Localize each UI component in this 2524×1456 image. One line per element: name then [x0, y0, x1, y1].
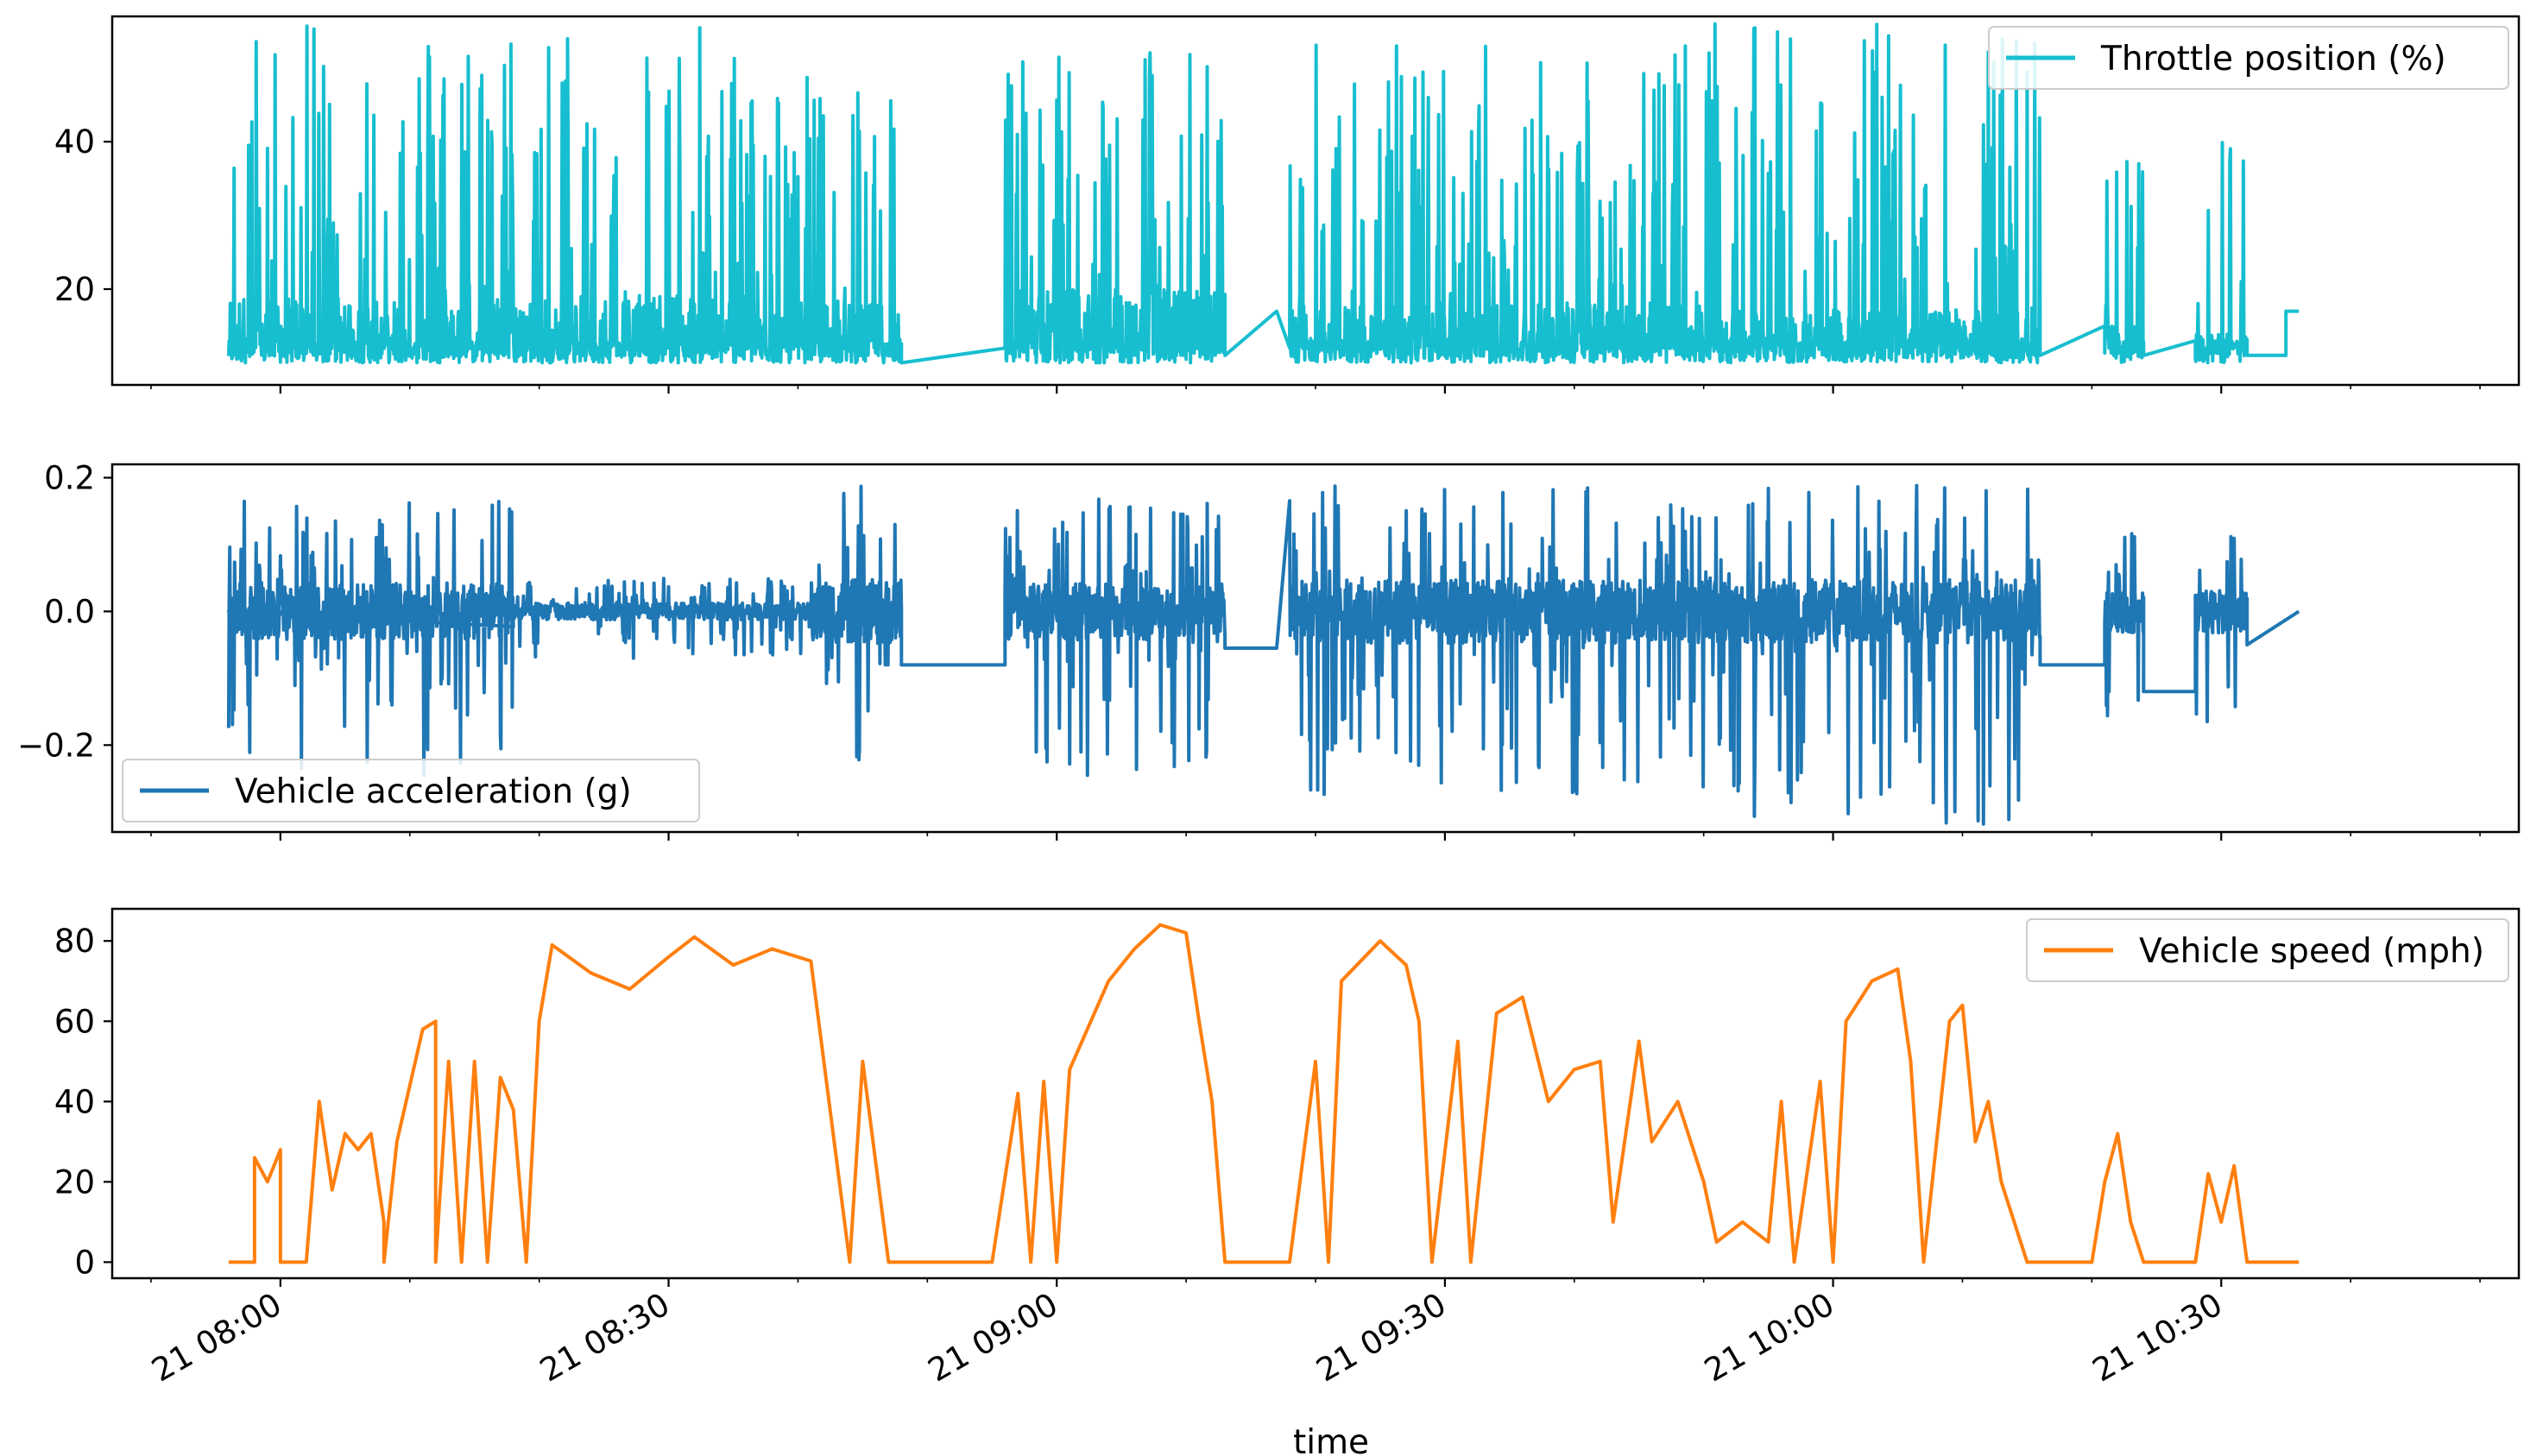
- ytick-label-acceleration: 0.0: [44, 593, 95, 630]
- legend-throttle: Throttle position (%): [1988, 26, 2509, 90]
- ytick-label-throttle: 20: [54, 271, 95, 308]
- series-line-speed: [228, 923, 2300, 1264]
- legend-label: Throttle position (%): [2100, 40, 2446, 79]
- ytick-label-speed: 60: [54, 1003, 95, 1040]
- legend-frame: [1988, 26, 2509, 90]
- ytick-label-speed: 40: [54, 1083, 95, 1120]
- legend-label: Vehicle acceleration (g): [235, 772, 632, 811]
- ytick-label-acceleration: −0.2: [17, 727, 95, 764]
- ytick-label-acceleration: 0.2: [44, 459, 95, 496]
- panel-acceleration: −0.2 0.0 0.2 Vehicle acceleration (g): [17, 459, 2521, 841]
- legend-frame: [122, 759, 700, 823]
- legend-label: Vehicle speed (mph): [2139, 932, 2484, 971]
- series-line-acceleration: [226, 483, 2300, 826]
- x-axis-label: time: [1293, 1423, 1369, 1456]
- legend-frame: [2026, 918, 2509, 982]
- ytick-label-speed: 0: [74, 1244, 95, 1281]
- legend-speed: Vehicle speed (mph): [2026, 918, 2509, 982]
- ytick-label-throttle: 40: [54, 123, 95, 161]
- ytick-label-speed: 20: [54, 1163, 95, 1201]
- series-line-throttle: [226, 22, 2300, 365]
- panel-throttle: 20 40 Throttle position (%): [54, 15, 2521, 394]
- ytick-label-speed: 80: [54, 923, 95, 960]
- legend-acceleration: Vehicle acceleration (g): [122, 759, 700, 823]
